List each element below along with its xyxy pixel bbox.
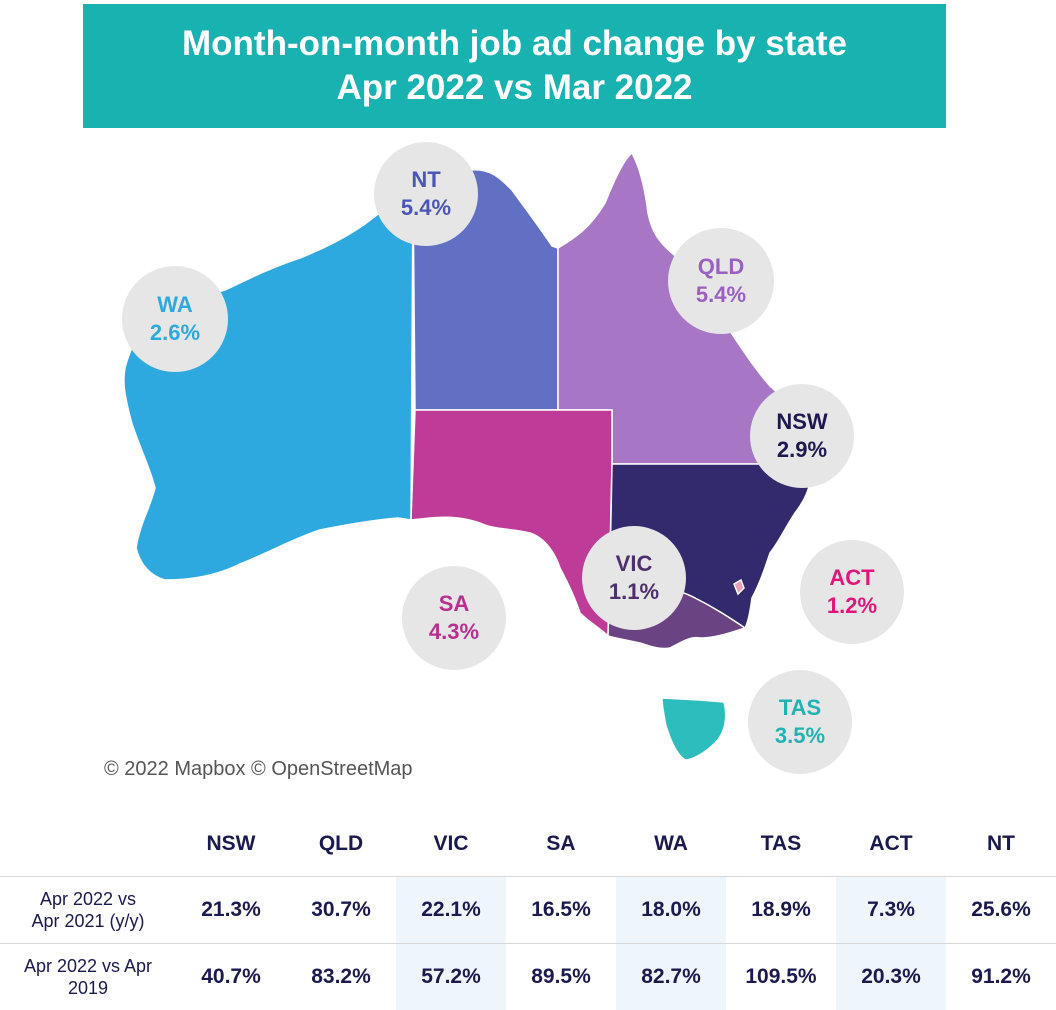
table-cell: 16.5% (506, 877, 616, 944)
row-label-line: Apr 2022 vs Apr (1, 955, 175, 977)
bubble-vic: VIC 1.1% (582, 526, 686, 630)
map-attribution: © 2022 Mapbox © OpenStreetMap (104, 758, 413, 781)
table-cell: 91.2% (946, 944, 1056, 1010)
table-header-row: NSW QLD VIC SA WA TAS ACT NT (0, 812, 1056, 877)
title-line-1: Month-on-month job ad change by state (182, 22, 847, 66)
tas-code-label: TAS (779, 694, 821, 722)
bubble-sa: SA 4.3% (402, 566, 506, 670)
state-wa-shape[interactable] (124, 188, 413, 580)
table-cell: 22.1% (396, 877, 506, 944)
table-cell: 109.5% (726, 944, 836, 1010)
table-cell: 30.7% (286, 877, 396, 944)
bubble-wa: WA 2.6% (122, 266, 228, 372)
row-label: Apr 2022 vs Apr 2019 (0, 944, 176, 1010)
column-header: SA (506, 812, 616, 877)
nt-code-label: NT (411, 166, 440, 194)
table-cell: 7.3% (836, 877, 946, 944)
column-header: NSW (176, 812, 286, 877)
table-cell: 25.6% (946, 877, 1056, 944)
qld-code-label: QLD (698, 253, 744, 281)
state-tas-shape[interactable] (662, 698, 726, 760)
map-canvas (0, 128, 1056, 788)
table-cell: 18.0% (616, 877, 726, 944)
table-cell: 57.2% (396, 944, 506, 1010)
title-banner: Month-on-month job ad change by state Ap… (83, 4, 946, 128)
bubble-tas: TAS 3.5% (748, 670, 852, 774)
bubble-qld: QLD 5.4% (668, 228, 774, 334)
vic-value-label: 1.1% (609, 578, 659, 606)
title-line-2: Apr 2022 vs Mar 2022 (336, 66, 692, 110)
row-label: Apr 2022 vs Apr 2021 (y/y) (0, 877, 176, 944)
column-header: NT (946, 812, 1056, 877)
column-header: VIC (396, 812, 506, 877)
nt-value-label: 5.4% (401, 194, 451, 222)
qld-value-label: 5.4% (696, 281, 746, 309)
table-cell: 21.3% (176, 877, 286, 944)
table-row: Apr 2022 vs Apr 2021 (y/y) 21.3% 30.7% 2… (0, 877, 1056, 944)
bubble-nt: NT 5.4% (374, 142, 478, 246)
table-cell: 89.5% (506, 944, 616, 1010)
act-code-label: ACT (829, 564, 874, 592)
row-label-line: Apr 2022 vs (1, 888, 175, 910)
row-label-line: 2019 (1, 977, 175, 999)
table-header-corner (0, 812, 176, 877)
australia-map: WA 2.6% NT 5.4% QLD 5.4% NSW 2.9% SA 4.3… (0, 128, 1056, 788)
table-cell: 40.7% (176, 944, 286, 1010)
sa-code-label: SA (439, 590, 470, 618)
vic-code-label: VIC (616, 550, 653, 578)
table-cell: 83.2% (286, 944, 396, 1010)
column-header: QLD (286, 812, 396, 877)
stats-table: NSW QLD VIC SA WA TAS ACT NT Apr 2022 vs… (0, 812, 1056, 1010)
nsw-value-label: 2.9% (777, 436, 827, 464)
act-value-label: 1.2% (827, 592, 877, 620)
bubble-nsw: NSW 2.9% (750, 384, 854, 488)
table-cell: 20.3% (836, 944, 946, 1010)
wa-code-label: WA (157, 291, 192, 319)
table-cell: 82.7% (616, 944, 726, 1010)
wa-value-label: 2.6% (150, 319, 200, 347)
row-label-line: Apr 2021 (y/y) (1, 910, 175, 932)
sa-value-label: 4.3% (429, 618, 479, 646)
nsw-code-label: NSW (776, 408, 827, 436)
column-header: WA (616, 812, 726, 877)
table-row: Apr 2022 vs Apr 2019 40.7% 83.2% 57.2% 8… (0, 944, 1056, 1010)
tas-value-label: 3.5% (775, 722, 825, 750)
column-header: TAS (726, 812, 836, 877)
bubble-act: ACT 1.2% (800, 540, 904, 644)
table-cell: 18.9% (726, 877, 836, 944)
column-header: ACT (836, 812, 946, 877)
